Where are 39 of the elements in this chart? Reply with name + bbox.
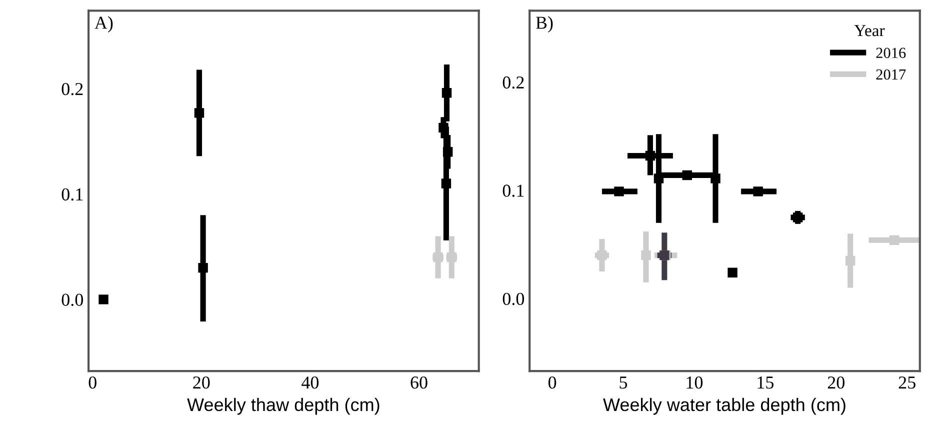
point [442, 88, 452, 98]
x-axis-title: Weekly water table depth (cm) [603, 398, 846, 415]
point [194, 108, 204, 118]
x-tick-label: 0 [548, 376, 556, 389]
legend-title: Year [854, 25, 885, 36]
point [438, 122, 448, 133]
point [614, 186, 624, 196]
x-tick-label: 25 [898, 376, 916, 389]
point [654, 174, 664, 184]
x-axis-title: Weekly thaw depth (cm) [187, 398, 380, 415]
point [442, 147, 453, 157]
y-tick-label: 0.2 [62, 82, 83, 96]
y-tick-label: 0.1 [62, 188, 83, 201]
point [198, 262, 208, 273]
x-tick-label: 0 [88, 376, 96, 389]
point [682, 170, 692, 180]
point [710, 174, 720, 184]
legend-label: 2017 [876, 69, 906, 80]
point [889, 235, 900, 246]
point [645, 150, 656, 161]
x-tick-label: 60 [410, 376, 428, 389]
x-tick-label: 15 [758, 376, 774, 389]
x-tick-label: 20 [193, 376, 210, 389]
point [641, 250, 651, 260]
chart-title: B) [536, 16, 553, 33]
x-tick-label: 20 [828, 376, 844, 389]
point [753, 186, 763, 196]
x-tick-label: 40 [302, 376, 319, 389]
chart-title: A) [94, 16, 113, 33]
y-tick-label: 0.0 [62, 294, 83, 306]
y-tick-label: 0.1 [502, 184, 524, 197]
legend-label: 2016 [876, 48, 906, 58]
y-tick-label: 0.0 [502, 292, 524, 306]
point [597, 250, 607, 260]
y-tick-label: 0.2 [502, 76, 524, 89]
x-tick-label: 10 [686, 376, 703, 389]
point [845, 256, 856, 266]
point [441, 178, 452, 188]
x-tick-label: 5 [620, 376, 628, 389]
